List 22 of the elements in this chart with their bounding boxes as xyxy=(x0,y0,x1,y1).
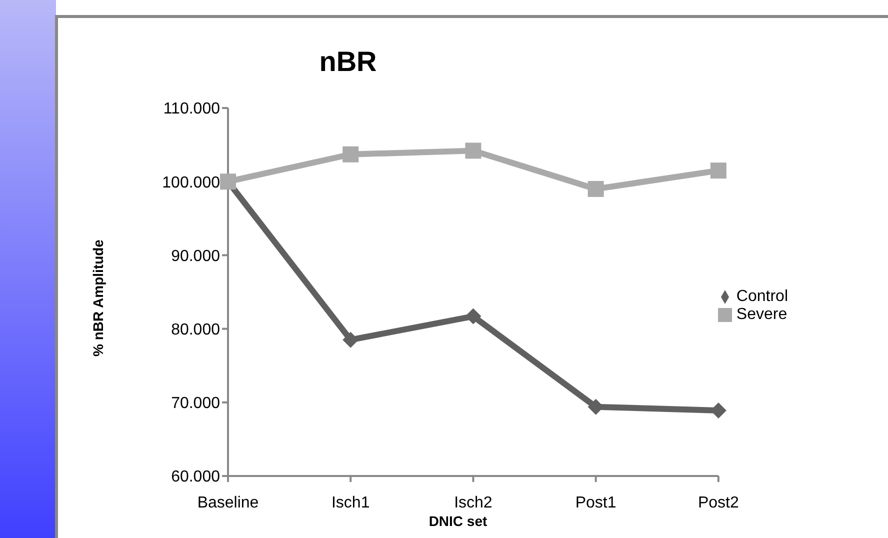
y-tick-label: 60.000 xyxy=(171,468,220,486)
point xyxy=(465,308,482,324)
y-axis-title: % nBR Amplitude xyxy=(90,240,106,356)
y-tick-label: 110.000 xyxy=(163,100,220,118)
point xyxy=(588,180,604,197)
x-tick-label: Post2 xyxy=(698,494,739,512)
legend-label: Severe xyxy=(736,306,788,323)
point xyxy=(465,142,482,159)
y-tick-label: 70.000 xyxy=(171,395,220,412)
y-tick-label: 90.000 xyxy=(171,248,220,265)
point xyxy=(342,332,359,348)
point xyxy=(342,146,359,162)
x-tick-label: Baseline xyxy=(197,494,259,512)
chart-title: nBR xyxy=(318,46,378,78)
x-axis-title: DNIC set xyxy=(428,513,488,529)
x-tick-label: Isch1 xyxy=(331,494,370,512)
point xyxy=(710,162,726,179)
x-tick-label: Post1 xyxy=(575,494,616,512)
y-tick-label: 100.000 xyxy=(162,174,220,192)
x-tick-label: Isch2 xyxy=(454,494,492,512)
y-tick-label: 80.000 xyxy=(171,321,220,338)
legend-label: Control xyxy=(736,288,788,305)
